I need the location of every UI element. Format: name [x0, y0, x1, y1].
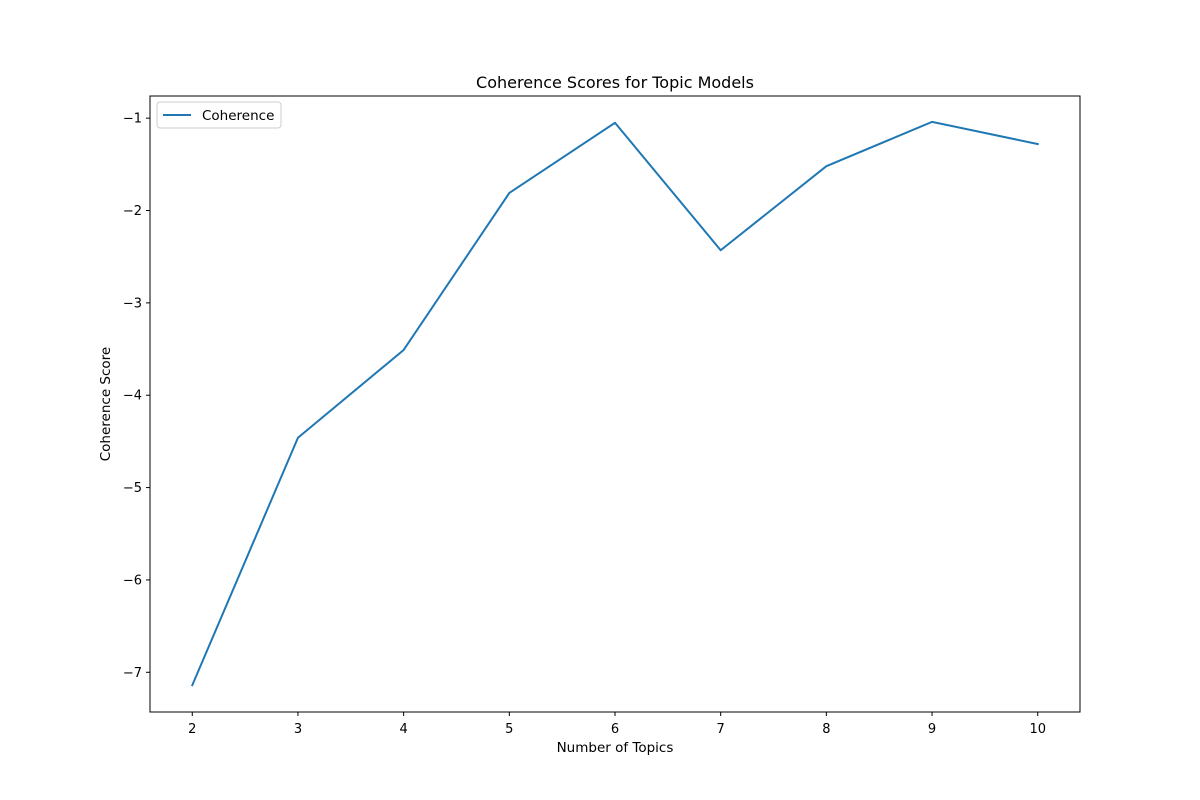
series-line-coherence [190, 120, 1039, 687]
x-axis: 2 3 4 5 6 7 8 9 10 [188, 712, 1046, 737]
y-tick-label: −3 [123, 296, 142, 311]
y-tick-label: −4 [123, 389, 142, 404]
chart-title: Coherence Scores for Topic Models [476, 73, 754, 92]
y-axis-label: Coherence Score [98, 347, 114, 462]
x-tick-label: 4 [399, 722, 407, 737]
y-axis: −1 −2 −3 −4 −5 −6 −7 [123, 112, 150, 681]
x-tick-label: 8 [822, 722, 830, 737]
series-layer [190, 120, 1039, 687]
x-axis-label: Number of Topics [557, 740, 674, 756]
x-tick-label: 10 [1029, 722, 1046, 737]
legend-box [156, 101, 282, 129]
x-tick-label: 6 [611, 722, 619, 737]
plot-area [149, 95, 1081, 713]
y-tick-label: −7 [123, 666, 142, 681]
x-tick-label: 5 [505, 722, 513, 737]
y-tick-label: −1 [123, 112, 142, 127]
legend-label: Coherence [202, 108, 274, 124]
x-tick-label: 9 [928, 722, 936, 737]
y-tick-label: −5 [123, 481, 142, 496]
legend: Coherence [156, 101, 282, 129]
y-tick-label: −6 [123, 573, 142, 588]
y-tick-label: −2 [123, 204, 142, 219]
x-tick-label: 7 [717, 722, 725, 737]
x-tick-label: 2 [188, 722, 196, 737]
x-tick-label: 3 [294, 722, 302, 737]
